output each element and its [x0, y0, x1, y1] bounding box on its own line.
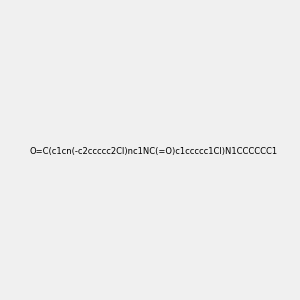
- Text: O=C(c1cn(-c2ccccc2Cl)nc1NC(=O)c1ccccc1Cl)N1CCCCCC1: O=C(c1cn(-c2ccccc2Cl)nc1NC(=O)c1ccccc1Cl…: [30, 147, 278, 156]
